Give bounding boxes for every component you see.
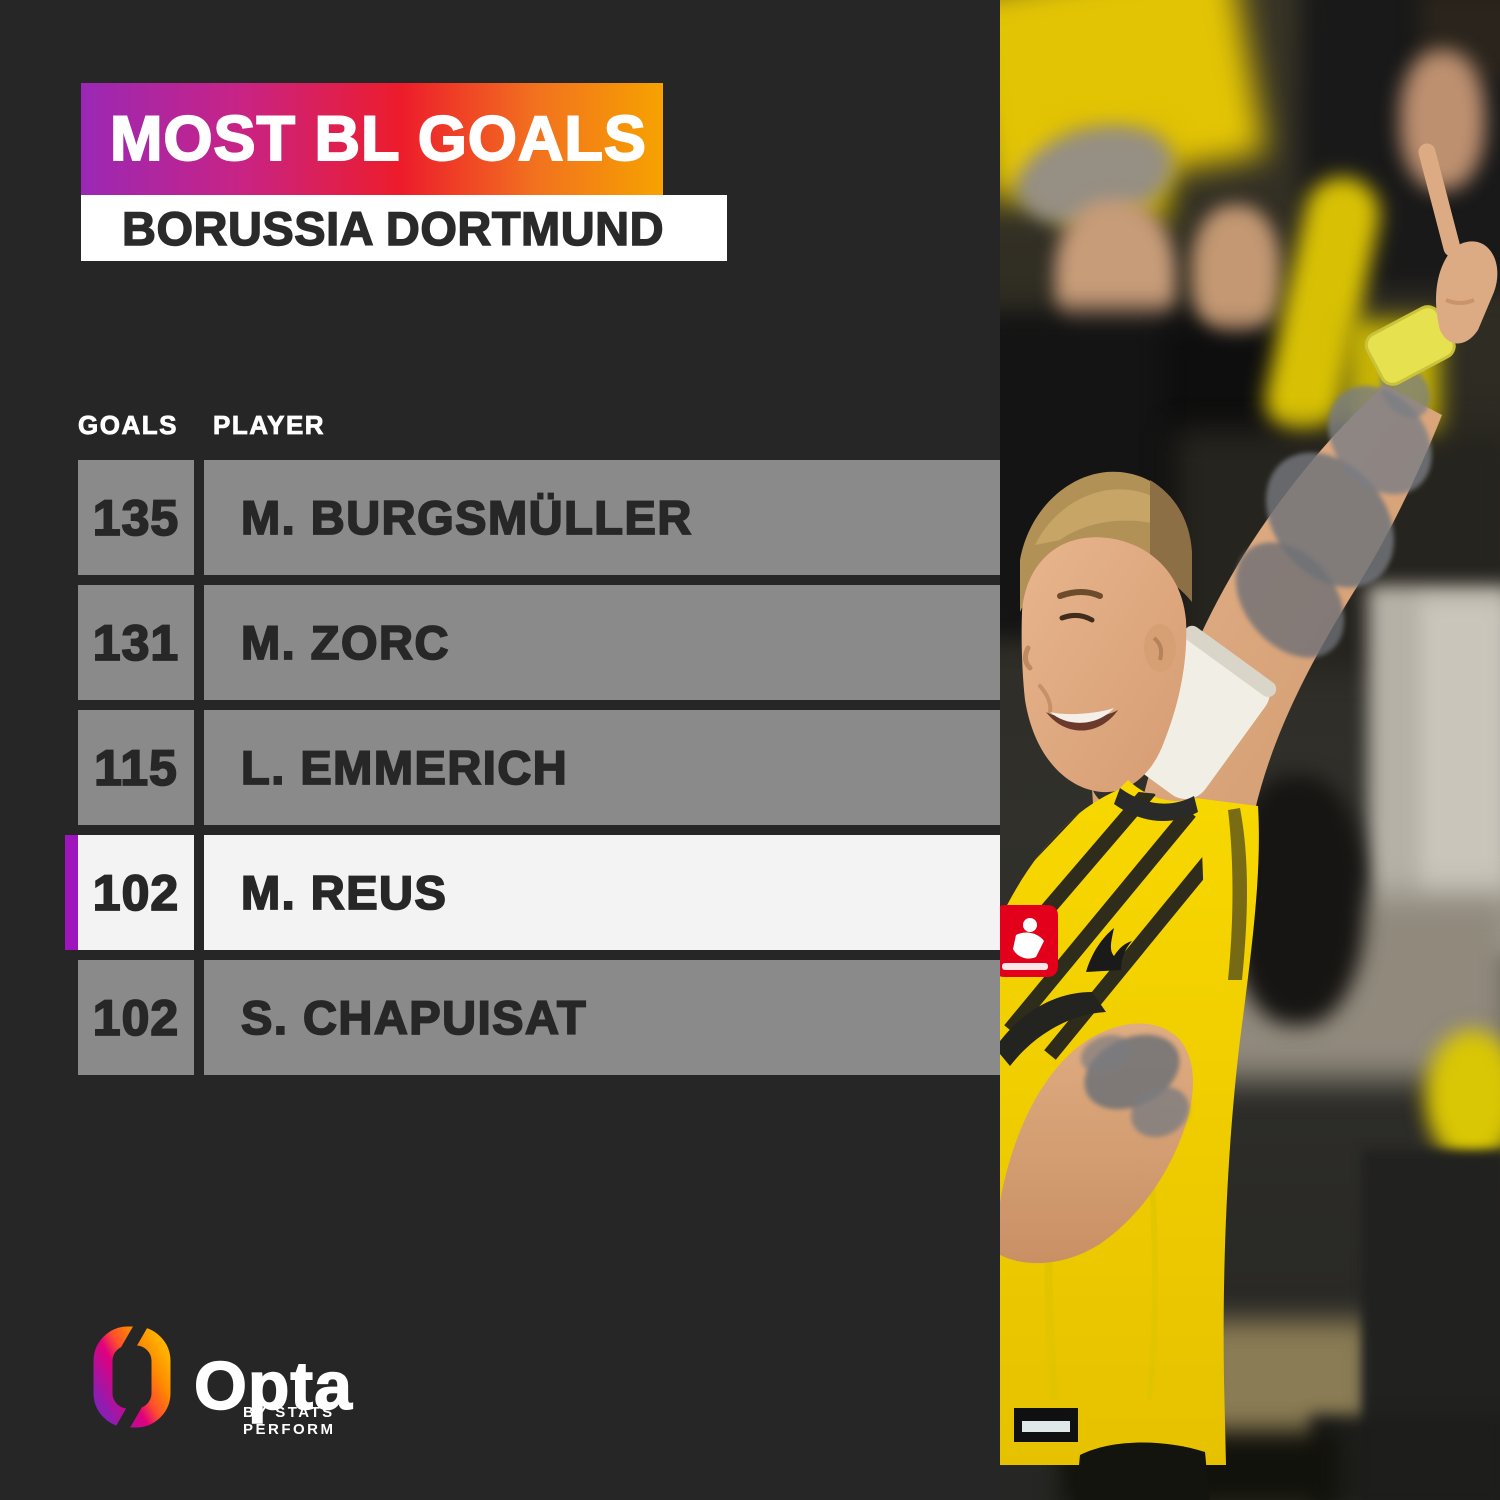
- opta-wordmark: Opta: [193, 1347, 353, 1425]
- highlight-strip: [65, 835, 78, 950]
- goals-cell: 135: [78, 460, 194, 575]
- bundesliga-patch-icon: [1000, 905, 1058, 977]
- page-subtitle: BORUSSIA DORTMUND: [121, 201, 665, 255]
- table-row: 131 M. ZORC: [0, 585, 1000, 700]
- player-cell: M. REUS: [204, 835, 1000, 950]
- player-cell: L. EMMERICH: [204, 710, 1000, 825]
- goals-table: 135 M. BURGSMÜLLER 131 M. ZORC 115 L. EMMERIC…: [0, 460, 1000, 1085]
- opta-logo-icon: [93, 1326, 171, 1428]
- stats-panel: MOST BL GOALS BORUSSIA DORTMUND GOALS PL…: [0, 83, 1000, 1438]
- photo-blur-shape: [1425, 1030, 1500, 1165]
- photo-blur-shape: [1192, 205, 1280, 340]
- goals-cell: 102: [78, 960, 194, 1075]
- goals-cell: 131: [78, 585, 194, 700]
- player-illustration: [1000, 143, 1498, 1500]
- player-cell: M. ZORC: [204, 585, 1000, 700]
- player-cell: S. CHAPUISAT: [204, 960, 1000, 1075]
- title-banner: MOST BL GOALS: [81, 83, 663, 195]
- column-header-goals: GOALS: [78, 410, 178, 441]
- table-row: 102 S. CHAPUISAT: [0, 960, 1000, 1075]
- table-row: 135 M. BURGSMÜLLER: [0, 460, 1000, 575]
- photo-blur-shape: [1400, 50, 1485, 190]
- column-header-player: PLAYER: [213, 410, 326, 441]
- goals-cell: 115: [78, 710, 194, 825]
- table-row: 102 M. REUS: [0, 835, 1000, 950]
- subtitle-bar: BORUSSIA DORTMUND: [81, 195, 727, 261]
- opta-byline: BY STATS PERFORM: [243, 1404, 336, 1438]
- player-photo: [1000, 0, 1500, 1500]
- photo-blur-shape: [1420, 600, 1500, 900]
- table-row: 115 L. EMMERICH: [0, 710, 1000, 825]
- player-cell: M. BURGSMÜLLER: [204, 460, 1000, 575]
- photo-blur-shape: [1310, 1415, 1500, 1500]
- page-title: MOST BL GOALS: [109, 103, 647, 175]
- goals-cell: 102: [78, 835, 194, 950]
